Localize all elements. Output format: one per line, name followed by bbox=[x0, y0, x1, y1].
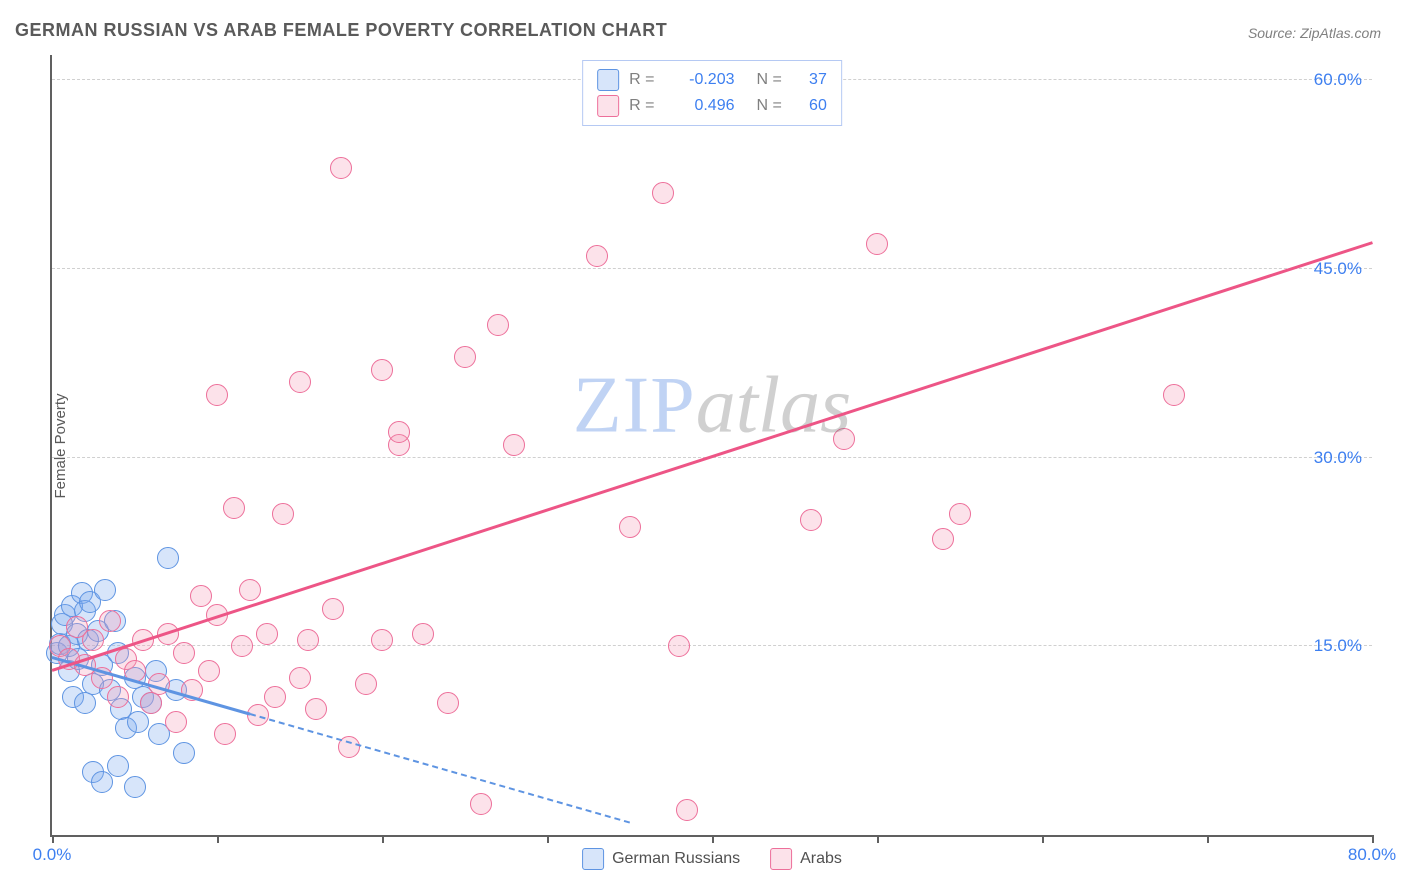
legend-swatch-arabs bbox=[597, 95, 619, 117]
y-tick-label: 15.0% bbox=[1314, 636, 1362, 656]
legend-swatch-german-russians bbox=[582, 848, 604, 870]
data-point bbox=[676, 799, 698, 821]
data-point bbox=[866, 233, 888, 255]
data-point bbox=[487, 314, 509, 336]
data-point bbox=[330, 157, 352, 179]
r-value-german-russians: -0.203 bbox=[665, 71, 735, 89]
r-value-arabs: 0.496 bbox=[665, 97, 735, 115]
data-point bbox=[470, 793, 492, 815]
n-value-german-russians: 37 bbox=[792, 71, 827, 89]
data-point bbox=[322, 598, 344, 620]
n-label: N = bbox=[757, 97, 782, 115]
data-point bbox=[198, 660, 220, 682]
data-point bbox=[454, 346, 476, 368]
data-point bbox=[107, 686, 129, 708]
data-point bbox=[107, 755, 129, 777]
x-tick bbox=[217, 835, 219, 843]
data-point bbox=[586, 245, 608, 267]
source-attribution: Source: ZipAtlas.com bbox=[1248, 25, 1381, 41]
data-point bbox=[503, 434, 525, 456]
data-point bbox=[932, 528, 954, 550]
data-point bbox=[99, 610, 121, 632]
data-point bbox=[206, 384, 228, 406]
data-point bbox=[949, 503, 971, 525]
data-point bbox=[437, 692, 459, 714]
chart-title: GERMAN RUSSIAN VS ARAB FEMALE POVERTY CO… bbox=[15, 20, 667, 41]
data-point bbox=[371, 359, 393, 381]
gridline bbox=[52, 268, 1372, 269]
legend-label-arabs: Arabs bbox=[800, 850, 842, 868]
correlation-legend: R = -0.203 N = 37 R = 0.496 N = 60 bbox=[582, 60, 842, 126]
legend-item-german-russians: German Russians bbox=[582, 848, 740, 870]
y-tick-label: 30.0% bbox=[1314, 448, 1362, 468]
data-point bbox=[371, 629, 393, 651]
data-point bbox=[1163, 384, 1185, 406]
data-point bbox=[94, 579, 116, 601]
data-point bbox=[190, 585, 212, 607]
data-point bbox=[619, 516, 641, 538]
data-point bbox=[355, 673, 377, 695]
data-point bbox=[289, 667, 311, 689]
data-point bbox=[214, 723, 236, 745]
data-point bbox=[165, 711, 187, 733]
x-tick-label-min: 0.0% bbox=[33, 845, 72, 865]
data-point bbox=[140, 692, 162, 714]
data-point bbox=[173, 742, 195, 764]
data-point bbox=[289, 371, 311, 393]
data-point bbox=[264, 686, 286, 708]
x-tick bbox=[877, 835, 879, 843]
data-point bbox=[272, 503, 294, 525]
data-point bbox=[82, 629, 104, 651]
scatter-plot-area: ZIPatlas R = -0.203 N = 37 R = 0.496 N =… bbox=[50, 55, 1372, 837]
n-value-arabs: 60 bbox=[792, 97, 827, 115]
legend-item-arabs: Arabs bbox=[770, 848, 842, 870]
r-label: R = bbox=[629, 97, 654, 115]
data-point bbox=[173, 642, 195, 664]
legend-row-german-russians: R = -0.203 N = 37 bbox=[597, 67, 827, 93]
y-tick-label: 45.0% bbox=[1314, 259, 1362, 279]
x-tick bbox=[712, 835, 714, 843]
watermark: ZIPatlas bbox=[573, 361, 852, 452]
data-point bbox=[127, 711, 149, 733]
x-tick bbox=[1372, 835, 1374, 843]
data-point bbox=[668, 635, 690, 657]
legend-label-german-russians: German Russians bbox=[612, 850, 740, 868]
data-point bbox=[412, 623, 434, 645]
data-point bbox=[74, 692, 96, 714]
data-point bbox=[124, 776, 146, 798]
x-tick bbox=[1207, 835, 1209, 843]
x-tick bbox=[382, 835, 384, 843]
x-tick bbox=[52, 835, 54, 843]
data-point bbox=[256, 623, 278, 645]
watermark-zip: ZIP bbox=[573, 362, 696, 450]
data-point bbox=[833, 428, 855, 450]
data-point bbox=[388, 421, 410, 443]
trend-line bbox=[250, 714, 630, 824]
x-tick-label-max: 80.0% bbox=[1348, 845, 1396, 865]
data-point bbox=[223, 497, 245, 519]
data-point bbox=[239, 579, 261, 601]
data-point bbox=[652, 182, 674, 204]
data-point bbox=[91, 771, 113, 793]
r-label: R = bbox=[629, 71, 654, 89]
legend-row-arabs: R = 0.496 N = 60 bbox=[597, 93, 827, 119]
legend-swatch-german-russians bbox=[597, 69, 619, 91]
data-point bbox=[800, 509, 822, 531]
x-tick bbox=[1042, 835, 1044, 843]
series-legend: German Russians Arabs bbox=[574, 848, 850, 870]
legend-swatch-arabs bbox=[770, 848, 792, 870]
y-tick-label: 60.0% bbox=[1314, 70, 1362, 90]
n-label: N = bbox=[757, 71, 782, 89]
data-point bbox=[157, 547, 179, 569]
x-tick bbox=[547, 835, 549, 843]
data-point bbox=[305, 698, 327, 720]
data-point bbox=[297, 629, 319, 651]
data-point bbox=[231, 635, 253, 657]
